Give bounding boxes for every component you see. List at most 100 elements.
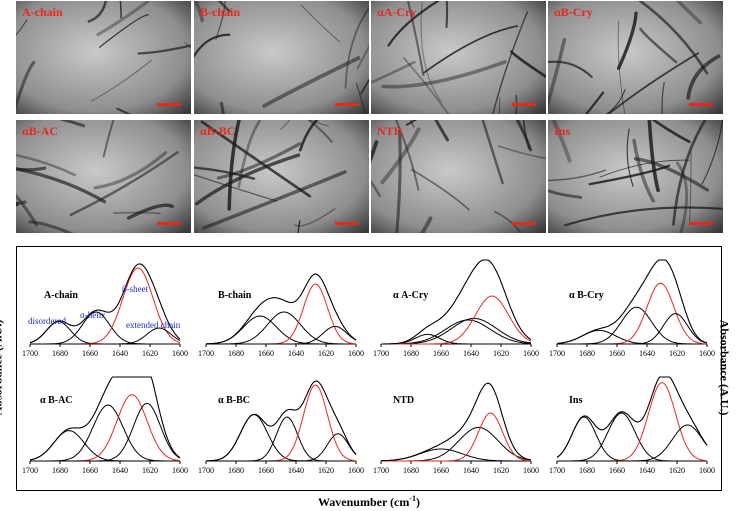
plot-title: NTD [393, 395, 414, 406]
component-curve [30, 404, 180, 462]
x-tick-label: 1640 [112, 466, 128, 475]
x-tick-label: 1680 [403, 349, 419, 358]
x-tick-label: 1660 [609, 349, 625, 358]
scale-bar [157, 103, 181, 106]
x-tick-label: 1620 [318, 349, 334, 358]
x-tick-label: 1660 [82, 349, 98, 358]
summed-spectrum-curve [556, 376, 708, 458]
x-tick-label: 1620 [669, 349, 685, 358]
component-curve [557, 306, 707, 345]
micrograph-image [16, 1, 191, 114]
x-tick-label: 1620 [142, 466, 158, 475]
micrograph-label: Ins [554, 124, 571, 138]
micrograph-image [194, 120, 369, 233]
summed-spectrum-curve [29, 263, 181, 344]
x-tick-label: 1620 [493, 349, 509, 358]
micrograph-image [194, 1, 369, 114]
micrograph-tile: NTD [371, 120, 546, 233]
x-tick-label: 1600 [348, 466, 364, 475]
ftir-plot: 1700 1680 1660 1640 1620 1600 NTD [373, 373, 539, 482]
ftir-plot-svg: 1700 1680 1660 1640 1620 1600 α A-Cry [373, 259, 539, 358]
plot-title: α B-AC [40, 395, 73, 406]
scale-bar [157, 222, 181, 225]
x-tick-label: 1660 [433, 349, 449, 358]
plot-title: B-chain [218, 290, 252, 301]
alpha-helix-annotation: α-helix [80, 310, 106, 320]
x-tick-label: 1660 [258, 349, 274, 358]
ftir-plot-svg: 1700 1680 1660 1640 1620 1600 α B-BC [198, 380, 364, 475]
component-curve [30, 327, 181, 345]
component-curve [381, 333, 531, 345]
micrograph-tile: Ins [548, 120, 723, 233]
x-tick-label: 1680 [52, 349, 68, 358]
x-tick-label: 1600 [348, 349, 364, 358]
x-tick-label: 1600 [172, 466, 188, 475]
scale-bar [512, 222, 536, 225]
ftir-plot-svg: 1700 1680 1660 1640 1620 1600 Ins [549, 376, 715, 475]
x-tick-label: 1700 [198, 349, 214, 358]
scale-bar [512, 103, 536, 106]
micrograph-tile: αA-Cry [371, 1, 546, 114]
x-tick-label: 1640 [463, 466, 479, 475]
summed-spectrum-curve [205, 273, 357, 345]
x-tick-label: 1600 [172, 349, 188, 358]
micrograph-image [371, 1, 546, 114]
x-tick-label: 1700 [198, 466, 214, 475]
beta-sheet-component-curve [381, 412, 531, 462]
plot-title: α B-Cry [569, 290, 604, 301]
scale-bar [689, 222, 713, 225]
x-tick-label: 1700 [549, 349, 565, 358]
component-curve [557, 424, 708, 462]
micrograph-tile: αB-BC [194, 120, 369, 233]
x-tick-label: 1700 [22, 466, 38, 475]
y-axis-label-left: Absorbance (A.U.) [0, 319, 5, 416]
component-curve [557, 313, 708, 345]
summed-spectrum-curve [381, 259, 532, 345]
micrograph-label: αA-Cry [377, 5, 417, 19]
x-tick-label: 1680 [52, 466, 68, 475]
plot-title: A-chain [44, 290, 78, 301]
ftir-plot: 1700 1680 1660 1640 1620 1600 α A-Cry [373, 256, 539, 365]
component-curve [557, 412, 707, 462]
x-tick-label: 1600 [699, 349, 715, 358]
y-axis-label-right: Absorbance (A.U.) [717, 319, 732, 416]
x-tick-label: 1620 [669, 466, 685, 475]
component-curve [381, 317, 532, 345]
component-curve [30, 402, 181, 462]
x-tick-label: 1700 [373, 349, 389, 358]
x-tick-label: 1660 [609, 466, 625, 475]
x-tick-label: 1640 [112, 349, 128, 358]
plot-title: α A-Cry [393, 290, 428, 301]
x-tick-label: 1620 [493, 466, 509, 475]
micrograph-label: αB-Cry [554, 5, 593, 19]
scale-bar [335, 103, 359, 106]
ftir-plot: 1700 1680 1660 1640 1620 1600 α B-AC [22, 373, 188, 482]
x-tick-label: 1640 [288, 349, 304, 358]
beta-sheet-annotation: β-sheet [122, 284, 149, 294]
micrograph-tile: αB-Cry [548, 1, 723, 114]
micrograph-tile: A-chain [16, 1, 191, 114]
x-tick-label: 1600 [523, 349, 539, 358]
x-tick-label: 1620 [318, 466, 334, 475]
ftir-plot-svg: 1700 1680 1660 1640 1620 1600 B-chain [198, 273, 364, 358]
summed-spectrum-curve [206, 380, 357, 462]
ftir-plot-svg: 1700 1680 1660 1640 1620 1600 α B-AC [22, 376, 188, 475]
ftir-plot: 1700 1680 1660 1640 1620 1600 α B-Cry [549, 256, 715, 365]
beta-sheet-component-curve [30, 267, 181, 345]
plot-title: α B-BC [218, 395, 250, 406]
x-tick-label: 1620 [142, 349, 158, 358]
micrograph-image [548, 1, 723, 114]
ftir-plot: 1700 1680 1660 1640 1620 1600 Ins [549, 373, 715, 482]
x-tick-label: 1660 [433, 466, 449, 475]
micrograph-tile: B-chain [194, 1, 369, 114]
component-curve [381, 426, 532, 462]
micrograph-image [548, 120, 723, 233]
ftir-plot: 1700 1680 1660 1640 1620 1600 α B-BC [198, 373, 364, 482]
ftir-plot: 1700 1680 1660 1640 1620 1600 B-chain [198, 256, 364, 365]
component-curve [381, 319, 532, 345]
x-tick-label: 1640 [639, 466, 655, 475]
component-curve [206, 433, 357, 462]
x-axis-label: Wavenumber (cm-1) [317, 494, 421, 509]
ftir-plot-svg: 1700 1680 1660 1640 1620 1600 A-chain disordere… [22, 263, 188, 358]
ftir-plot-svg: 1700 1680 1660 1640 1620 1600 α B-Cry [549, 259, 715, 358]
